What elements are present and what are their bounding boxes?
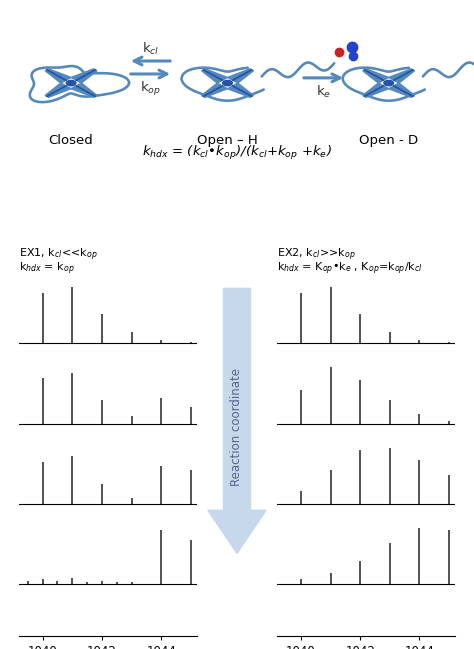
Text: k$_{e}$: k$_{e}$ bbox=[316, 84, 331, 100]
Polygon shape bbox=[228, 83, 254, 97]
Polygon shape bbox=[45, 69, 71, 83]
Polygon shape bbox=[363, 69, 389, 83]
Text: k$_{cl}$: k$_{cl}$ bbox=[142, 40, 159, 56]
Polygon shape bbox=[389, 83, 415, 97]
Polygon shape bbox=[363, 83, 389, 97]
Text: EX1, k$_{cl}$<<k$_{op}$: EX1, k$_{cl}$<<k$_{op}$ bbox=[19, 247, 98, 263]
Text: k$_{hdx}$ = (k$_{cl}$•k$_{op}$)/(k$_{cl}$+k$_{op}$ +k$_{e}$): k$_{hdx}$ = (k$_{cl}$•k$_{op}$)/(k$_{cl}… bbox=[142, 144, 332, 162]
Polygon shape bbox=[389, 69, 415, 83]
Text: Open - D: Open - D bbox=[359, 134, 418, 147]
Text: k$_{op}$: k$_{op}$ bbox=[140, 80, 161, 98]
Text: Closed: Closed bbox=[49, 134, 93, 147]
Circle shape bbox=[384, 80, 393, 86]
Polygon shape bbox=[201, 69, 228, 83]
Text: EX2, k$_{cl}$>>k$_{op}$: EX2, k$_{cl}$>>k$_{op}$ bbox=[277, 247, 356, 263]
Polygon shape bbox=[201, 83, 228, 97]
Polygon shape bbox=[45, 83, 71, 97]
Circle shape bbox=[223, 80, 232, 86]
FancyArrow shape bbox=[208, 288, 266, 554]
Polygon shape bbox=[71, 69, 97, 83]
Text: Open – H: Open – H bbox=[197, 134, 258, 147]
Text: k$_{hdx}$ = k$_{op}$: k$_{hdx}$ = k$_{op}$ bbox=[19, 261, 74, 277]
Text: Reaction coordinate: Reaction coordinate bbox=[230, 368, 244, 486]
Circle shape bbox=[66, 80, 76, 86]
Polygon shape bbox=[71, 83, 97, 97]
Polygon shape bbox=[228, 69, 254, 83]
Text: k$_{hdx}$ = K$_{op}$•k$_{e}$ , K$_{op}$=k$_{op}$/k$_{cl}$: k$_{hdx}$ = K$_{op}$•k$_{e}$ , K$_{op}$=… bbox=[277, 261, 423, 277]
